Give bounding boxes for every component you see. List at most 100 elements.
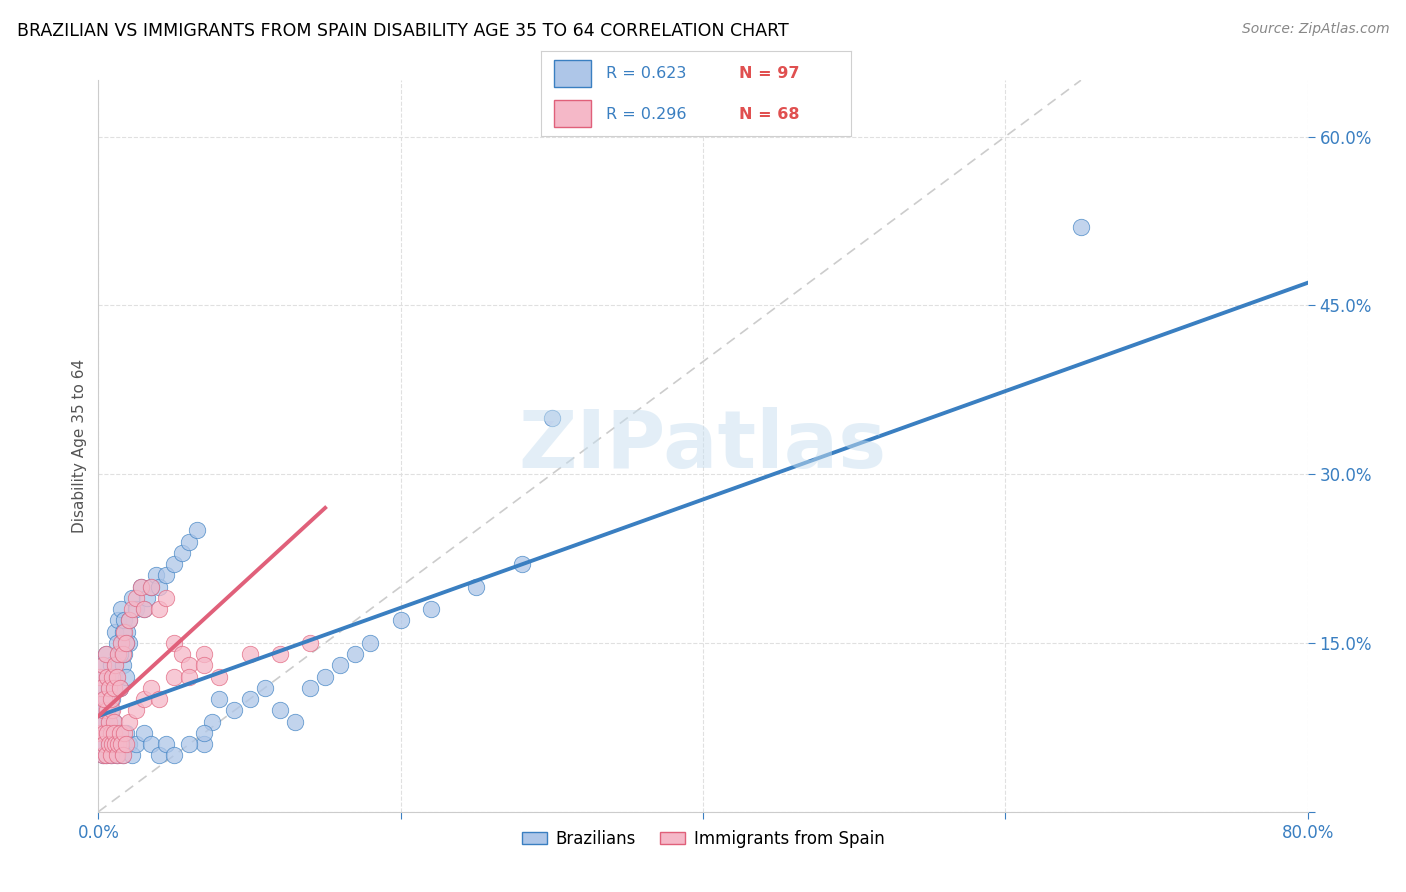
Text: Source: ZipAtlas.com: Source: ZipAtlas.com <box>1241 22 1389 37</box>
Point <box>89 670 111 684</box>
Point <box>96 670 118 684</box>
Point <box>132 726 155 740</box>
Point <box>93 692 115 706</box>
Point <box>170 546 193 560</box>
Point <box>201 714 224 729</box>
Point <box>224 703 246 717</box>
Point <box>111 748 134 763</box>
Point <box>110 737 132 751</box>
Point <box>101 737 124 751</box>
Point <box>105 670 128 684</box>
Point <box>163 748 186 763</box>
Point <box>132 602 155 616</box>
Point <box>269 703 291 717</box>
Point <box>389 614 412 628</box>
Point <box>90 714 112 729</box>
Point <box>121 591 143 605</box>
Point <box>179 670 201 684</box>
Point <box>148 692 170 706</box>
Point <box>100 658 122 673</box>
Point <box>108 681 131 695</box>
Point <box>284 714 307 729</box>
Point <box>344 647 367 661</box>
Point <box>108 726 131 740</box>
Point <box>112 647 135 661</box>
Point <box>299 636 322 650</box>
Point <box>103 726 125 740</box>
Point <box>94 748 117 763</box>
Point <box>93 726 115 740</box>
Point <box>108 681 131 695</box>
Point <box>193 737 215 751</box>
Point <box>110 602 132 616</box>
Point <box>94 647 117 661</box>
Point <box>104 658 127 673</box>
Point <box>89 726 111 740</box>
Point <box>90 703 112 717</box>
Text: R = 0.623: R = 0.623 <box>606 66 686 81</box>
Point <box>208 692 231 706</box>
Legend: Brazilians, Immigrants from Spain: Brazilians, Immigrants from Spain <box>515 823 891 855</box>
Point <box>253 681 276 695</box>
Point <box>118 714 141 729</box>
Point <box>96 670 118 684</box>
Point <box>98 737 121 751</box>
Point <box>101 703 124 717</box>
Point <box>98 714 121 729</box>
Point <box>1070 219 1092 234</box>
Point <box>193 726 215 740</box>
Point <box>101 670 124 684</box>
Point <box>96 703 118 717</box>
Text: N = 97: N = 97 <box>740 66 800 81</box>
Text: ZIPatlas: ZIPatlas <box>519 407 887 485</box>
Point <box>89 670 111 684</box>
Point <box>193 658 215 673</box>
Point <box>118 737 141 751</box>
Point <box>420 602 443 616</box>
Point <box>89 714 111 729</box>
Point <box>101 737 124 751</box>
Point <box>125 591 148 605</box>
Point <box>179 737 201 751</box>
Point <box>104 658 127 673</box>
Point <box>91 658 114 673</box>
Point <box>114 670 136 684</box>
Point <box>94 692 117 706</box>
Point <box>163 636 186 650</box>
Point <box>104 737 127 751</box>
Point <box>103 714 125 729</box>
Point <box>239 692 262 706</box>
Point <box>111 748 134 763</box>
Point <box>114 636 136 650</box>
Point <box>103 726 125 740</box>
Point <box>98 681 121 695</box>
Point <box>100 692 122 706</box>
Point <box>98 737 121 751</box>
Point <box>104 624 127 639</box>
Point <box>141 737 163 751</box>
Point <box>100 703 122 717</box>
Point <box>114 636 136 650</box>
Point <box>107 737 129 751</box>
Point <box>96 726 118 740</box>
Point <box>91 748 114 763</box>
Point <box>145 568 167 582</box>
Point <box>105 670 128 684</box>
Point <box>125 737 148 751</box>
Point <box>91 748 114 763</box>
Point <box>105 748 128 763</box>
Point <box>112 624 135 639</box>
Point <box>314 670 336 684</box>
Point <box>107 614 129 628</box>
Point <box>91 703 114 717</box>
Point <box>108 726 131 740</box>
Point <box>115 624 138 639</box>
Point <box>360 636 382 650</box>
Point <box>100 748 122 763</box>
Point <box>129 580 152 594</box>
Point <box>110 636 132 650</box>
Point <box>148 580 170 594</box>
Point <box>91 658 114 673</box>
Point <box>104 737 127 751</box>
Point <box>121 602 143 616</box>
